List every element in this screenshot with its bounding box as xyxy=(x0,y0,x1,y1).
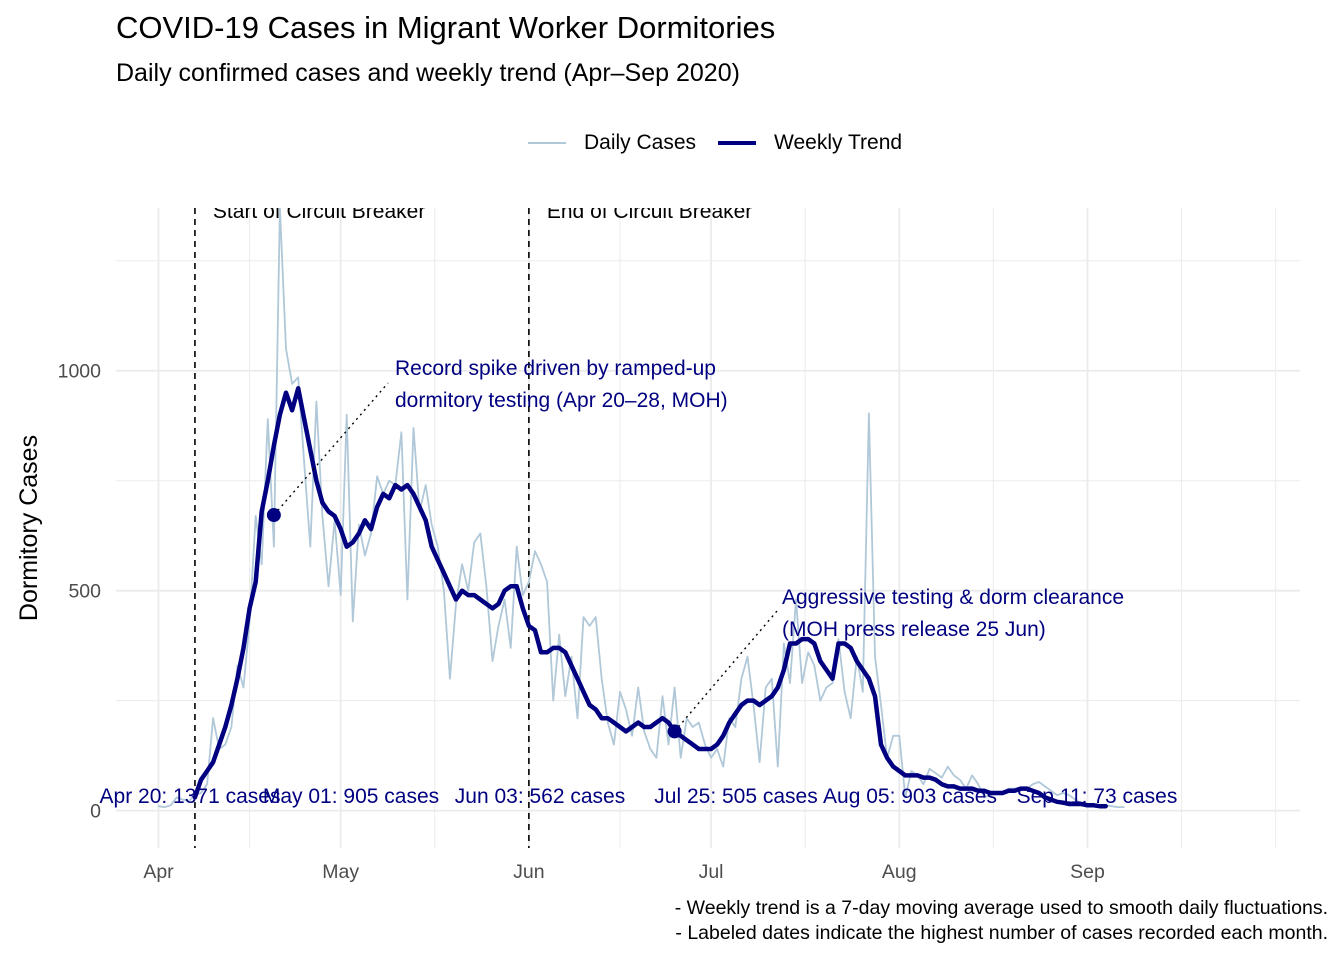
y-tick-label: 1000 xyxy=(58,361,102,383)
legend-key-daily xyxy=(528,142,566,144)
y-tick-label: 0 xyxy=(90,801,101,823)
event-label-2: End of Circuit Breaker xyxy=(547,200,752,223)
chart-subtitle: Daily confirmed cases and weekly trend (… xyxy=(116,59,740,87)
legend-label-daily: Daily Cases xyxy=(584,131,697,154)
x-tick-label: Sep xyxy=(1070,861,1105,883)
caption-line-1: - Weekly trend is a 7-day moving average… xyxy=(674,897,1328,919)
x-tick-label: Jul xyxy=(699,861,724,883)
monthly-peak-label: Jul 25: 505 cases xyxy=(654,785,817,808)
monthly-peak-label: May 01: 905 cases xyxy=(263,785,439,808)
annotation-2-line-1: Aggressive testing & dorm clearance xyxy=(782,586,1124,609)
chart-title: COVID-19 Cases in Migrant Worker Dormito… xyxy=(116,10,776,45)
annotation-leader-1 xyxy=(273,382,389,516)
annotation-2-line-2: (MOH press release 25 Jun) xyxy=(782,618,1046,641)
annotation-1-line-1: Record spike driven by ramped-up xyxy=(395,357,716,380)
x-tick-label: Jun xyxy=(513,861,544,883)
x-tick-label: Apr xyxy=(143,861,174,883)
y-tick-label: 500 xyxy=(68,581,101,603)
monthly-peak-label: Sep 11: 73 cases xyxy=(1017,785,1178,808)
caption-line-2: - Labeled dates indicate the highest num… xyxy=(675,922,1328,944)
daily-cases-line xyxy=(157,208,1125,808)
highlight-point-1 xyxy=(266,508,281,523)
legend: Daily Cases Weekly Trend xyxy=(528,128,924,158)
monthly-peak-label: Aug 05: 903 cases xyxy=(823,785,997,808)
legend-label-weekly: Weekly Trend xyxy=(774,131,903,154)
legend-item-daily: Daily Cases xyxy=(528,131,696,155)
legend-key-weekly xyxy=(718,141,757,145)
highlight-point-2 xyxy=(667,724,682,739)
legend-item-weekly: Weekly Trend xyxy=(718,131,902,155)
x-tick-label: Aug xyxy=(882,861,917,883)
y-axis-title: Dormitory Cases xyxy=(15,435,43,621)
annotation-1-line-2: dormitory testing (Apr 20–28, MOH) xyxy=(395,389,728,412)
caption: - Weekly trend is a 7-day moving average… xyxy=(675,896,1328,946)
annotation-leader-2 xyxy=(674,610,778,732)
monthly-peak-label: Apr 20: 1371 cases xyxy=(100,785,281,808)
monthly-peak-label: Jun 03: 562 cases xyxy=(455,785,625,808)
event-label-1: Start of Circuit Breaker xyxy=(213,200,425,223)
weekly-trend-line xyxy=(192,386,1108,809)
x-tick-label: May xyxy=(322,861,359,883)
